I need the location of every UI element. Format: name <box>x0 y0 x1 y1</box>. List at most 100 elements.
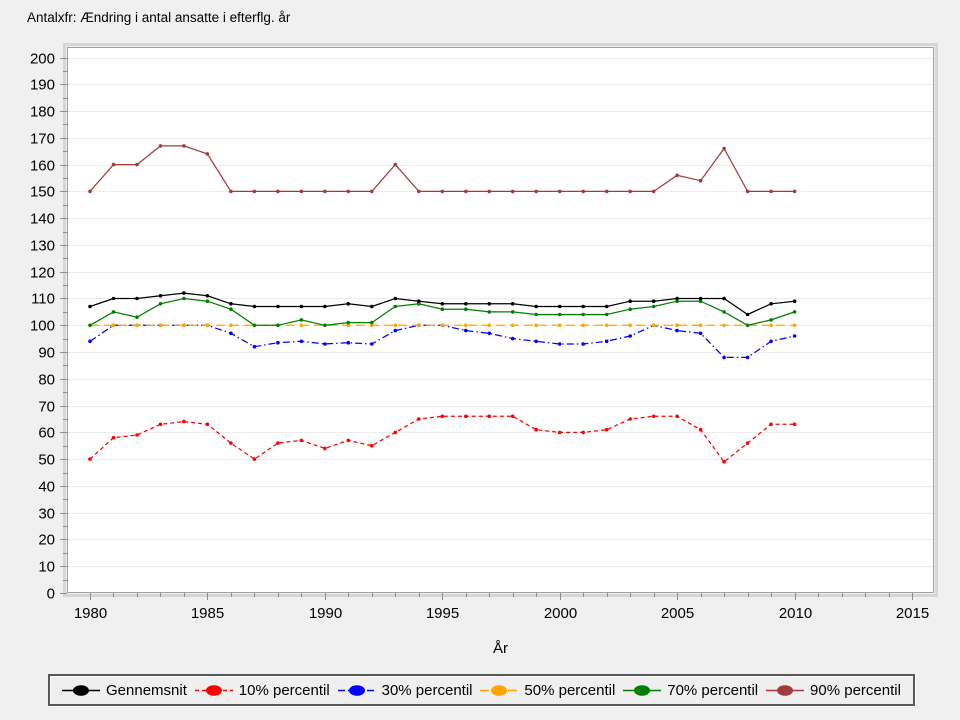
data-point <box>769 318 773 322</box>
data-point <box>581 189 585 194</box>
data-point <box>651 189 656 194</box>
data-point <box>510 323 515 328</box>
legend-item-70-percentil: 70% percentil <box>623 682 758 699</box>
y-tick-label: 40 <box>38 479 55 496</box>
10-percentil-marker-icon <box>194 684 233 696</box>
data-point <box>111 162 116 167</box>
data-point <box>182 296 186 301</box>
data-point <box>252 304 257 309</box>
data-point <box>698 178 703 183</box>
data-point <box>534 339 538 344</box>
gennemsnit-marker-icon <box>62 684 100 696</box>
y-tick-label: 70 <box>38 399 55 416</box>
data-point <box>299 189 304 194</box>
data-point <box>722 355 726 360</box>
data-point <box>323 189 327 194</box>
data-point <box>417 189 421 194</box>
data-point <box>510 336 515 341</box>
data-point <box>792 323 797 328</box>
data-point <box>299 438 304 443</box>
data-point <box>651 323 656 328</box>
data-point <box>370 323 374 328</box>
data-point <box>182 323 186 328</box>
data-point <box>698 323 703 328</box>
data-point <box>604 312 609 317</box>
data-point <box>628 417 632 421</box>
data-point <box>88 304 92 309</box>
data-point <box>135 323 139 328</box>
legend-item-30-percentil: 30% percentil <box>337 681 473 699</box>
data-point <box>698 299 703 304</box>
data-point <box>299 318 304 322</box>
data-point <box>158 144 163 148</box>
70-percentil-marker-icon <box>623 684 662 696</box>
y-tick-label: 120 <box>30 265 55 282</box>
data-point <box>464 189 468 194</box>
x-tick-label: 2015 <box>896 605 929 622</box>
data-point <box>792 189 797 194</box>
data-point <box>252 189 257 194</box>
data-point <box>393 162 398 167</box>
legend-label: 30% percentil <box>381 681 473 699</box>
data-point <box>229 441 233 445</box>
data-point <box>675 323 679 328</box>
data-point <box>557 312 562 317</box>
y-tick-label: 140 <box>30 211 55 228</box>
data-point <box>346 438 351 443</box>
data-point <box>510 302 515 306</box>
x-tick-label: 1990 <box>309 605 342 622</box>
legend: Gennemsnit 10% percentil 30% percentil 50% … <box>48 674 915 706</box>
data-point <box>675 296 679 301</box>
data-point <box>675 328 679 333</box>
data-point <box>534 312 538 317</box>
data-point <box>205 323 210 328</box>
y-tick-label: 0 <box>47 586 55 603</box>
data-point <box>229 307 233 312</box>
data-point <box>487 189 492 194</box>
data-point <box>323 304 327 309</box>
data-point <box>323 446 327 451</box>
data-point <box>557 430 562 435</box>
data-point <box>111 296 116 301</box>
data-point <box>205 294 210 298</box>
data-point <box>675 414 679 419</box>
data-point <box>229 189 233 194</box>
data-point <box>604 304 609 309</box>
data-point <box>346 302 351 306</box>
data-point <box>346 320 351 325</box>
data-point <box>252 457 257 461</box>
data-point <box>111 435 116 440</box>
data-point <box>487 414 492 419</box>
data-point <box>581 342 585 346</box>
data-point <box>252 323 257 328</box>
data-point <box>722 310 726 314</box>
data-point <box>299 304 304 309</box>
data-point <box>628 307 632 312</box>
data-point <box>135 433 139 437</box>
data-point <box>487 331 492 336</box>
data-point <box>417 302 421 306</box>
data-point <box>88 323 92 328</box>
data-point <box>769 302 773 306</box>
data-point <box>534 427 538 432</box>
data-point <box>769 323 773 328</box>
data-point <box>581 304 585 309</box>
data-point <box>111 310 116 314</box>
y-tick-label: 200 <box>30 51 55 68</box>
30-percentil-marker-icon <box>337 684 376 696</box>
data-point <box>628 189 632 194</box>
data-point <box>158 323 163 328</box>
data-point <box>252 344 257 349</box>
y-tick-label: 90 <box>38 345 55 362</box>
data-point <box>440 307 445 312</box>
data-point <box>346 189 351 194</box>
data-point <box>229 302 233 306</box>
y-tick-label: 10 <box>38 559 55 576</box>
data-point <box>557 342 562 346</box>
data-point <box>534 189 538 194</box>
legend-label: 50% percentil <box>524 681 616 699</box>
data-point <box>440 189 445 194</box>
data-point <box>346 340 351 345</box>
data-point <box>393 430 398 435</box>
